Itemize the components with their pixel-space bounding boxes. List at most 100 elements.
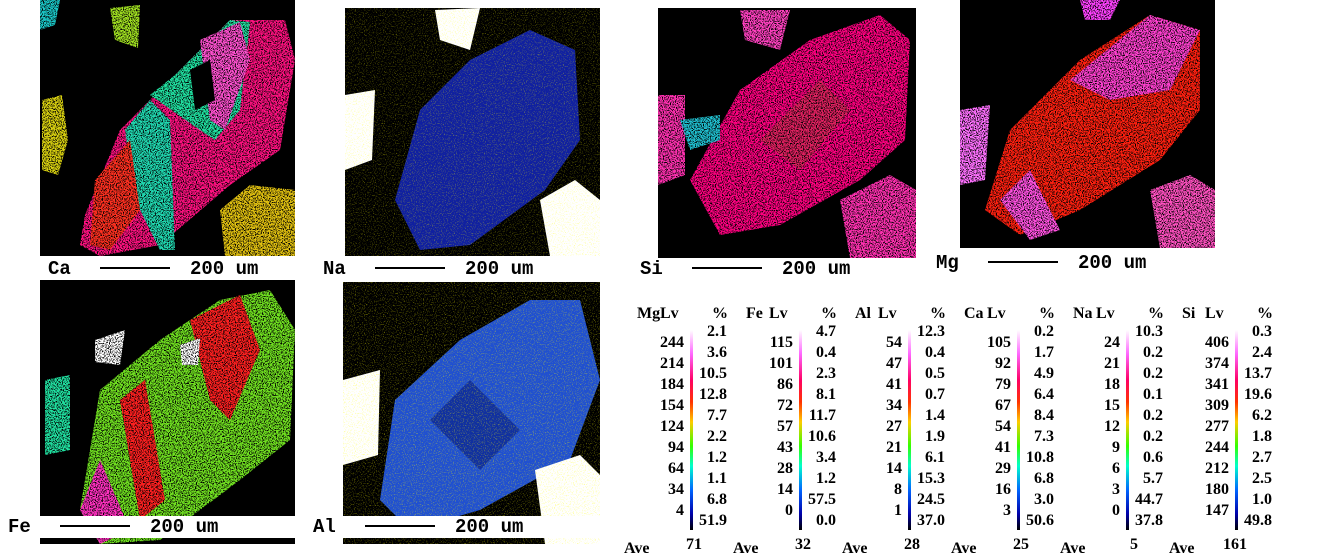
ave-value: 71 [686, 536, 702, 553]
percent: 2.5 [1252, 470, 1272, 487]
percent: 37.0 [917, 512, 945, 529]
element-label: Fe [8, 516, 31, 538]
level: 244 [1205, 439, 1229, 456]
level: 184 [660, 376, 684, 393]
percent: 0.4 [816, 344, 836, 361]
level: 34 [886, 397, 902, 414]
level: 309 [1205, 397, 1229, 414]
percent: 1.0 [1252, 491, 1272, 508]
level: 29 [995, 460, 1011, 477]
percent: 3.6 [707, 344, 727, 361]
percent: 1.2 [816, 470, 836, 487]
level: 8 [894, 481, 902, 498]
percent: 12.3 [917, 323, 945, 340]
al-map [343, 282, 600, 544]
level: 54 [886, 334, 902, 351]
scale-label: 200 um [782, 258, 850, 280]
percent: 7.3 [1034, 428, 1054, 445]
legend-lv: Lv [1096, 305, 1115, 322]
map-labels: Ca 200 um Na 200 um Si 200 um Mg 200 um Fe 200 um… [0, 252, 1178, 538]
scale-label: 200 um [455, 516, 523, 538]
ave-value: 25 [1013, 536, 1029, 553]
color-ramp [1235, 330, 1238, 530]
level: 244 [660, 334, 684, 351]
fe-map [40, 280, 295, 544]
level: 406 [1205, 334, 1229, 351]
level: 86 [777, 376, 793, 393]
level: 154 [660, 397, 684, 414]
legend-lv: Lv [878, 305, 897, 322]
level: 34 [668, 481, 684, 498]
scale-label: 200 um [465, 258, 533, 280]
legend: Na Lv % 24 21 18 15 12 9 6 3 0 10.3 0.2 0.2 0.1 0.2 0.2 0.… [1060, 305, 1164, 557]
label-strip [0, 516, 295, 538]
percent: 0.7 [925, 386, 945, 403]
legend-pct-header: % [712, 305, 728, 322]
ave-value: 5 [1130, 536, 1138, 553]
percent: 0.4 [925, 344, 945, 361]
ave-value: 161 [1223, 536, 1247, 553]
percent: 0.2 [1143, 365, 1163, 382]
percent: 10.5 [699, 365, 727, 382]
legend: Fe Lv % 115 101 86 72 57 43 28 14 0 4.7 0.4 2.3 8.1 11.7… [733, 305, 837, 557]
level: 15 [1104, 397, 1120, 414]
percent: 1.8 [1252, 428, 1272, 445]
percent: 1.4 [925, 407, 945, 424]
percent: 2.7 [1252, 449, 1272, 466]
ave-value: 32 [795, 536, 811, 553]
percent: 2.3 [816, 365, 836, 382]
level: 21 [1104, 355, 1120, 372]
percent: 3.0 [1034, 491, 1054, 508]
level: 374 [1205, 355, 1229, 372]
percent: 24.5 [917, 491, 945, 508]
ave-label: Ave [733, 540, 758, 557]
percent: 6.8 [707, 491, 727, 508]
color-ramp [690, 330, 693, 530]
element-label: Na [323, 258, 346, 280]
legend-pct-header: % [930, 305, 946, 322]
level: 9 [1112, 439, 1120, 456]
element-label: Ca [48, 258, 71, 280]
level: 18 [1104, 376, 1120, 393]
percent: 0.2 [1143, 407, 1163, 424]
percent: 0.2 [1143, 344, 1163, 361]
level: 16 [995, 481, 1011, 498]
percent: 15.3 [917, 470, 945, 487]
percent: 49.8 [1244, 512, 1272, 529]
level: 14 [777, 481, 793, 498]
percent: 2.4 [1252, 344, 1272, 361]
level: 41 [995, 439, 1011, 456]
level: 3 [1003, 502, 1011, 519]
legend-lv: Lv [769, 305, 788, 322]
percent: 6.1 [925, 449, 945, 466]
element-label: Mg [936, 252, 959, 274]
percent: 8.4 [1034, 407, 1054, 424]
percent: 1.1 [707, 470, 727, 487]
legend-lv: Lv [987, 305, 1006, 322]
legend-element: Ca [964, 305, 984, 322]
color-ramp [799, 330, 802, 530]
si-map [658, 8, 916, 258]
level: 28 [777, 460, 793, 477]
percent: 1.7 [1034, 344, 1054, 361]
level: 3 [1112, 481, 1120, 498]
percent: 51.9 [699, 512, 727, 529]
scale-label: 200 um [190, 258, 258, 280]
percent: 11.7 [809, 407, 836, 424]
ave-label: Ave [842, 540, 867, 557]
level: 14 [886, 460, 902, 477]
percent: 4.9 [1034, 365, 1054, 382]
level: 0 [1112, 502, 1120, 519]
legend-element: Fe [746, 305, 763, 322]
level: 214 [660, 355, 684, 372]
level: 277 [1205, 418, 1229, 435]
legend-element: Mg [637, 305, 660, 322]
legend-element: Si [1182, 305, 1196, 322]
ave-label: Ave [624, 540, 649, 557]
percent: 8.1 [816, 386, 836, 403]
percent: 0.0 [816, 512, 836, 529]
level: 115 [770, 334, 793, 351]
level: 57 [777, 418, 793, 435]
